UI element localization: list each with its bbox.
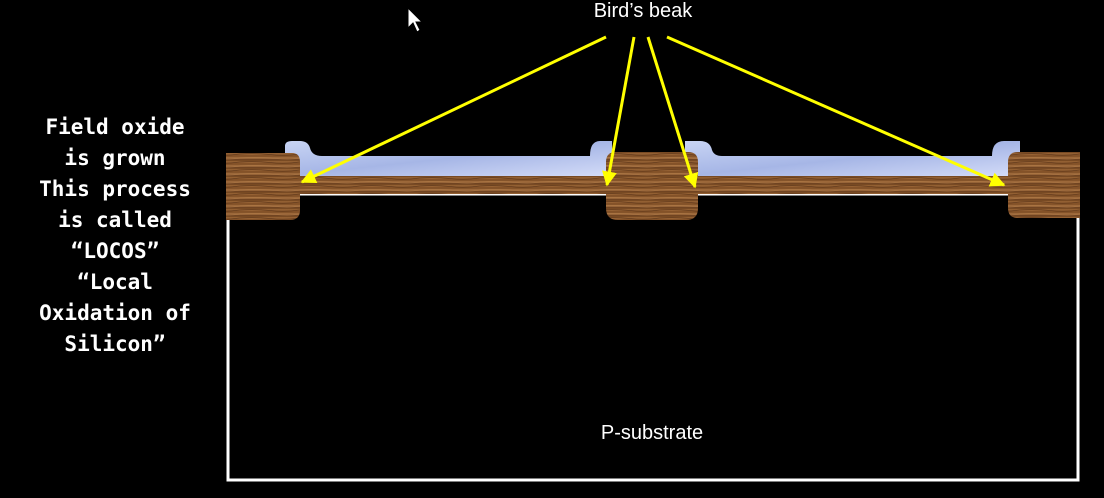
birds-beak-arrow-center-left [602, 36, 636, 187]
caption-line: is grown [64, 146, 166, 170]
caption-line: is called [58, 208, 172, 232]
caption-line: Field oxide [45, 115, 185, 139]
birds-beak-arrow-right [666, 35, 1006, 187]
field-oxide-center [606, 152, 698, 220]
mouse-pointer-icon [407, 6, 424, 33]
caption-line: “LOCOS” [70, 239, 160, 263]
p-substrate-label: P-substrate [600, 422, 704, 444]
birds-beak-arrow-center-right [646, 36, 699, 189]
field-oxide-right [1008, 152, 1080, 218]
nitride-mask-left [285, 141, 612, 176]
nitride-mask-right [685, 141, 1020, 176]
locos-caption: Field oxide is grown This process is cal… [0, 112, 230, 360]
caption-line: This process [39, 177, 191, 201]
birds-beak-arrow-left [300, 35, 607, 184]
caption-line: Oxidation of [39, 301, 191, 325]
caption-line: “Local [77, 270, 153, 294]
caption-line: Silicon” [64, 332, 166, 356]
birds-beak-label: Bird’s beak [593, 0, 693, 22]
field-oxide-left [226, 153, 300, 220]
